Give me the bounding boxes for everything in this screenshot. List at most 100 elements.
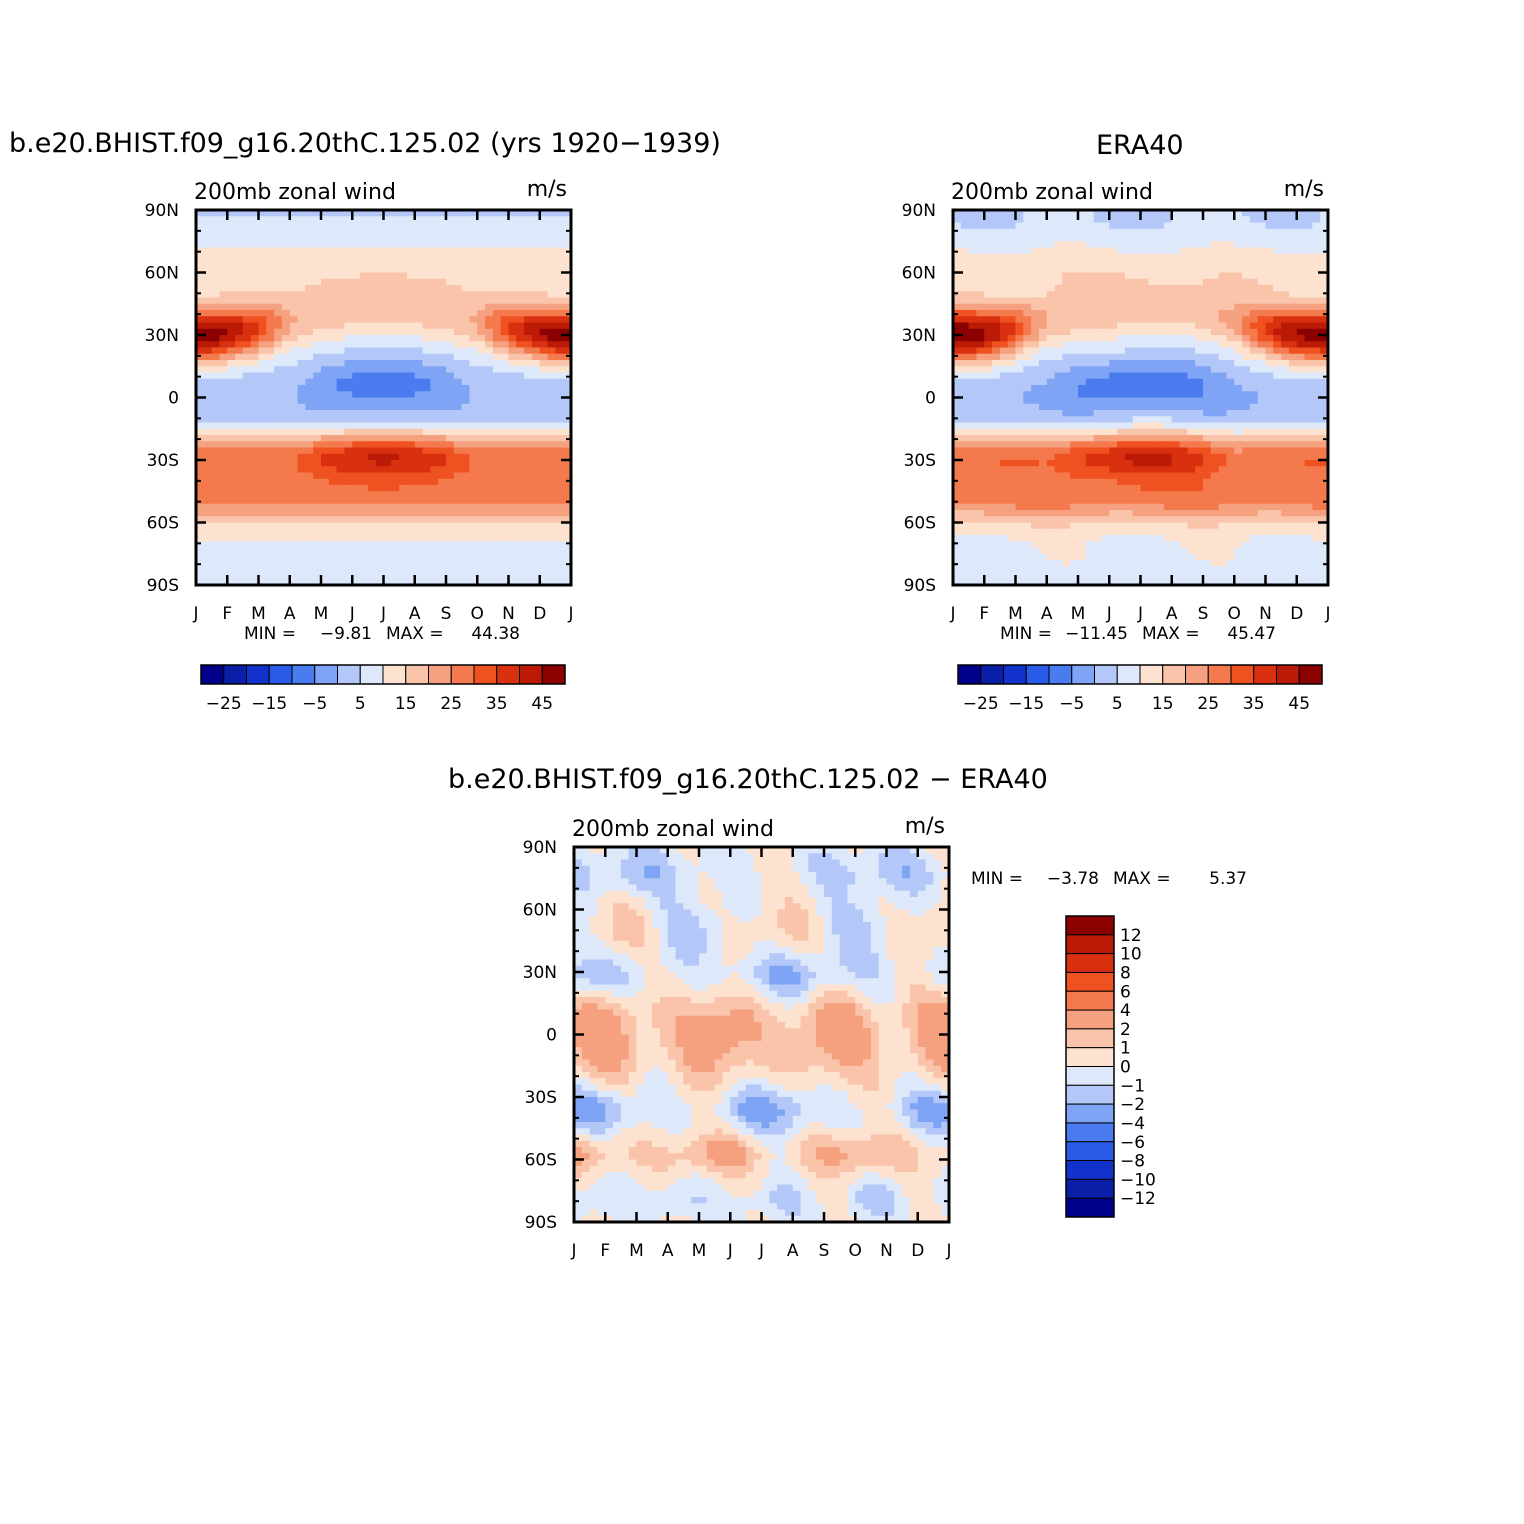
model-cell <box>203 472 213 480</box>
obs-cell <box>984 391 993 399</box>
model-cell <box>305 491 314 499</box>
model-cell <box>485 497 494 505</box>
obs-cell <box>1023 341 1032 349</box>
obs-cell <box>968 260 978 267</box>
model-cell <box>500 322 510 330</box>
obs-cell <box>992 441 1001 449</box>
model-cell <box>258 278 267 286</box>
model-cell <box>531 541 541 549</box>
obs-cell <box>1062 378 1071 386</box>
model-cell <box>469 347 478 355</box>
obs-cell <box>1101 478 1110 486</box>
model-cell <box>446 297 455 305</box>
obs-cell <box>1187 385 1196 392</box>
model-cell <box>328 416 338 424</box>
model-cell <box>422 372 431 380</box>
obs-cell <box>1038 378 1048 386</box>
obs-cell <box>1023 235 1032 242</box>
obs-cell <box>1187 278 1196 286</box>
obs-cell <box>1156 566 1165 574</box>
obs-cell <box>1210 272 1220 280</box>
model-cell <box>289 510 299 517</box>
model-cell <box>211 291 221 299</box>
obs-cell <box>1101 447 1110 455</box>
model-cell <box>211 560 221 567</box>
obs-cell <box>1203 347 1212 355</box>
obs-cell <box>1085 378 1095 386</box>
obs-cell <box>1023 560 1032 567</box>
obs-cell <box>1101 466 1110 474</box>
obs-cell <box>968 216 978 224</box>
model-cell <box>242 335 252 342</box>
model-cell <box>196 578 205 586</box>
model-cell <box>313 460 322 467</box>
obs-cell <box>1093 510 1103 517</box>
obs-cell <box>1124 378 1134 386</box>
obs-cell <box>1085 497 1095 505</box>
model-cell <box>281 335 291 342</box>
model-cell <box>297 466 306 474</box>
model-cell <box>219 228 228 236</box>
obs-cell <box>1070 216 1079 224</box>
obs-cell <box>1187 247 1196 255</box>
model-cell <box>539 416 549 424</box>
obs-cell <box>1031 372 1040 380</box>
model-cell <box>492 472 502 480</box>
obs-cell <box>1015 428 1024 436</box>
model-cell <box>196 535 205 542</box>
obs-cell <box>1109 416 1118 424</box>
obs-cell <box>1171 410 1181 417</box>
model-cell <box>516 491 525 499</box>
model-cell <box>563 397 572 405</box>
obs-cell <box>1085 428 1095 436</box>
model-cell <box>227 335 236 342</box>
obs-cell <box>976 435 985 442</box>
model-cell <box>289 447 299 455</box>
model-cell <box>242 528 252 536</box>
obs-cell <box>1023 510 1032 517</box>
obs-cell <box>1148 447 1157 455</box>
obs-cell <box>1023 228 1032 236</box>
model-cell <box>219 291 228 299</box>
obs-cell <box>1117 472 1126 480</box>
model-cell <box>461 335 471 342</box>
model-cell <box>258 347 267 355</box>
obs-cell <box>1023 578 1032 586</box>
obs-cell <box>1054 522 1063 530</box>
obs-cell <box>1109 228 1118 236</box>
obs-cell <box>1093 578 1103 586</box>
obs-cell <box>1031 478 1040 486</box>
model-cell <box>219 560 228 567</box>
obs-cell <box>1187 297 1196 305</box>
model-cell <box>266 447 275 455</box>
model-cell <box>500 303 510 311</box>
model-cell <box>211 278 221 286</box>
model-cell <box>328 397 338 405</box>
obs-cell <box>1062 578 1071 586</box>
obs-cell <box>1124 547 1134 555</box>
model-cell <box>516 478 525 486</box>
obs-cell <box>984 235 993 242</box>
model-cell <box>500 210 510 217</box>
obs-cell <box>999 503 1009 511</box>
obs-cell <box>1203 535 1212 542</box>
model-cell <box>391 547 400 555</box>
obs-cell <box>1187 572 1196 580</box>
obs-cell <box>1078 435 1087 442</box>
obs-cell <box>1156 241 1165 249</box>
obs-cell <box>1140 235 1149 242</box>
obs-cell <box>1070 572 1079 580</box>
model-cell <box>430 503 439 511</box>
obs-cell <box>1124 403 1134 411</box>
obs-cell <box>992 428 1001 436</box>
model-cell <box>321 253 330 261</box>
obs-cell <box>1179 235 1188 242</box>
model-cell <box>516 485 525 492</box>
obs-cell <box>1062 241 1071 249</box>
model-cell <box>453 553 463 561</box>
model-cell <box>469 235 478 242</box>
model-cell <box>297 297 306 305</box>
obs-cell <box>992 497 1001 505</box>
model-cell <box>321 516 330 524</box>
model-cell <box>321 541 330 549</box>
